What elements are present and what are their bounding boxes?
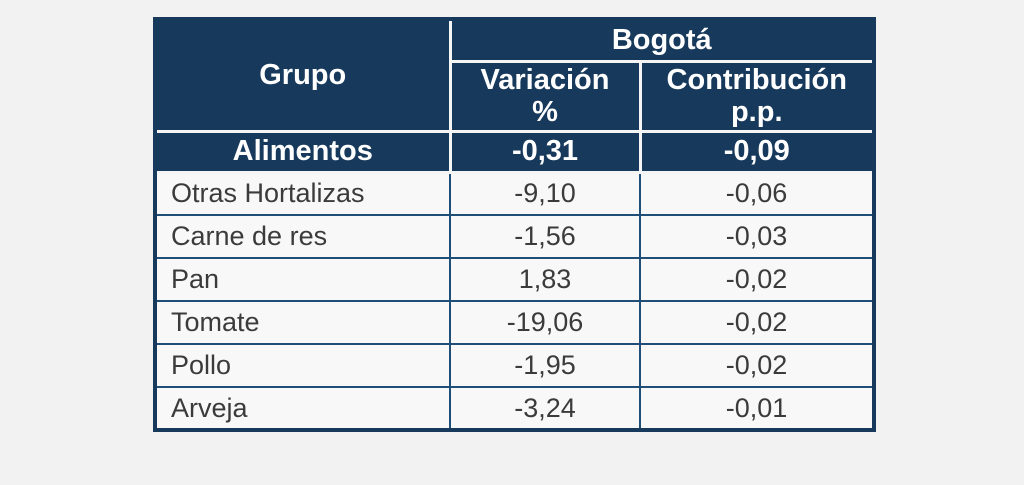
variacion-value: -19,06 [449,300,641,345]
table-row: Pan 1,83 -0,02 [154,257,875,302]
variacion-label-line1: Variación [480,63,610,96]
contribucion-value: -0,06 [639,171,875,216]
variacion-value: -1,56 [449,214,641,259]
contribucion-value: -0,02 [639,343,875,388]
group-label: Pollo [154,343,451,388]
group-label: Pan [154,257,451,302]
contribucion-label-line2: p.p. [730,96,783,128]
variacion-value: 1,83 [449,257,641,302]
table-row: Tomate -19,06 -0,02 [154,300,875,345]
header-row-city: Grupo Bogotá [153,17,876,133]
summary-row-alimentos: Alimentos -0,31 -0,09 [153,129,876,174]
contribucion-value: -0,01 [639,386,875,431]
column-header-bogota: Bogotá [448,17,876,63]
contribucion-value: -0,03 [639,214,875,259]
variacion-value: -9,10 [449,171,641,216]
contribucion-label-line1: Contribución [666,63,847,96]
table-header: Grupo Bogotá Variación % Contribución p.… [153,17,876,133]
bogota-food-cpi-table: Grupo Bogotá Variación % Contribución p.… [153,17,876,432]
variacion-value: -3,24 [449,386,641,431]
column-header-variacion: Variación % [448,59,642,133]
header-row-measures: Variación % Contribución p.p. [155,59,876,133]
group-label: Otras Hortalizas [154,171,451,216]
group-label: Tomate [154,300,451,345]
table-body: Alimentos -0,31 -0,09 Otras Hortalizas -… [153,129,876,431]
column-header-contribucion: Contribución p.p. [638,59,876,133]
group-label: Arveja [154,386,451,431]
summary-group-label: Alimentos [153,129,452,174]
summary-variacion-value: -0,31 [448,129,642,174]
table-row: Otras Hortalizas -9,10 -0,06 [154,171,875,216]
contribucion-value: -0,02 [639,300,875,345]
summary-contribucion-value: -0,09 [638,129,876,174]
table-row: Arveja -3,24 -0,01 [154,386,875,431]
column-header-grupo: Grupo [153,17,452,133]
variacion-label-line2: % [532,96,558,128]
table-row: Carne de res -1,56 -0,03 [154,214,875,259]
variacion-value: -1,95 [449,343,641,388]
contribucion-value: -0,02 [639,257,875,302]
group-label: Carne de res [154,214,451,259]
table-row: Pollo -1,95 -0,02 [154,343,875,388]
